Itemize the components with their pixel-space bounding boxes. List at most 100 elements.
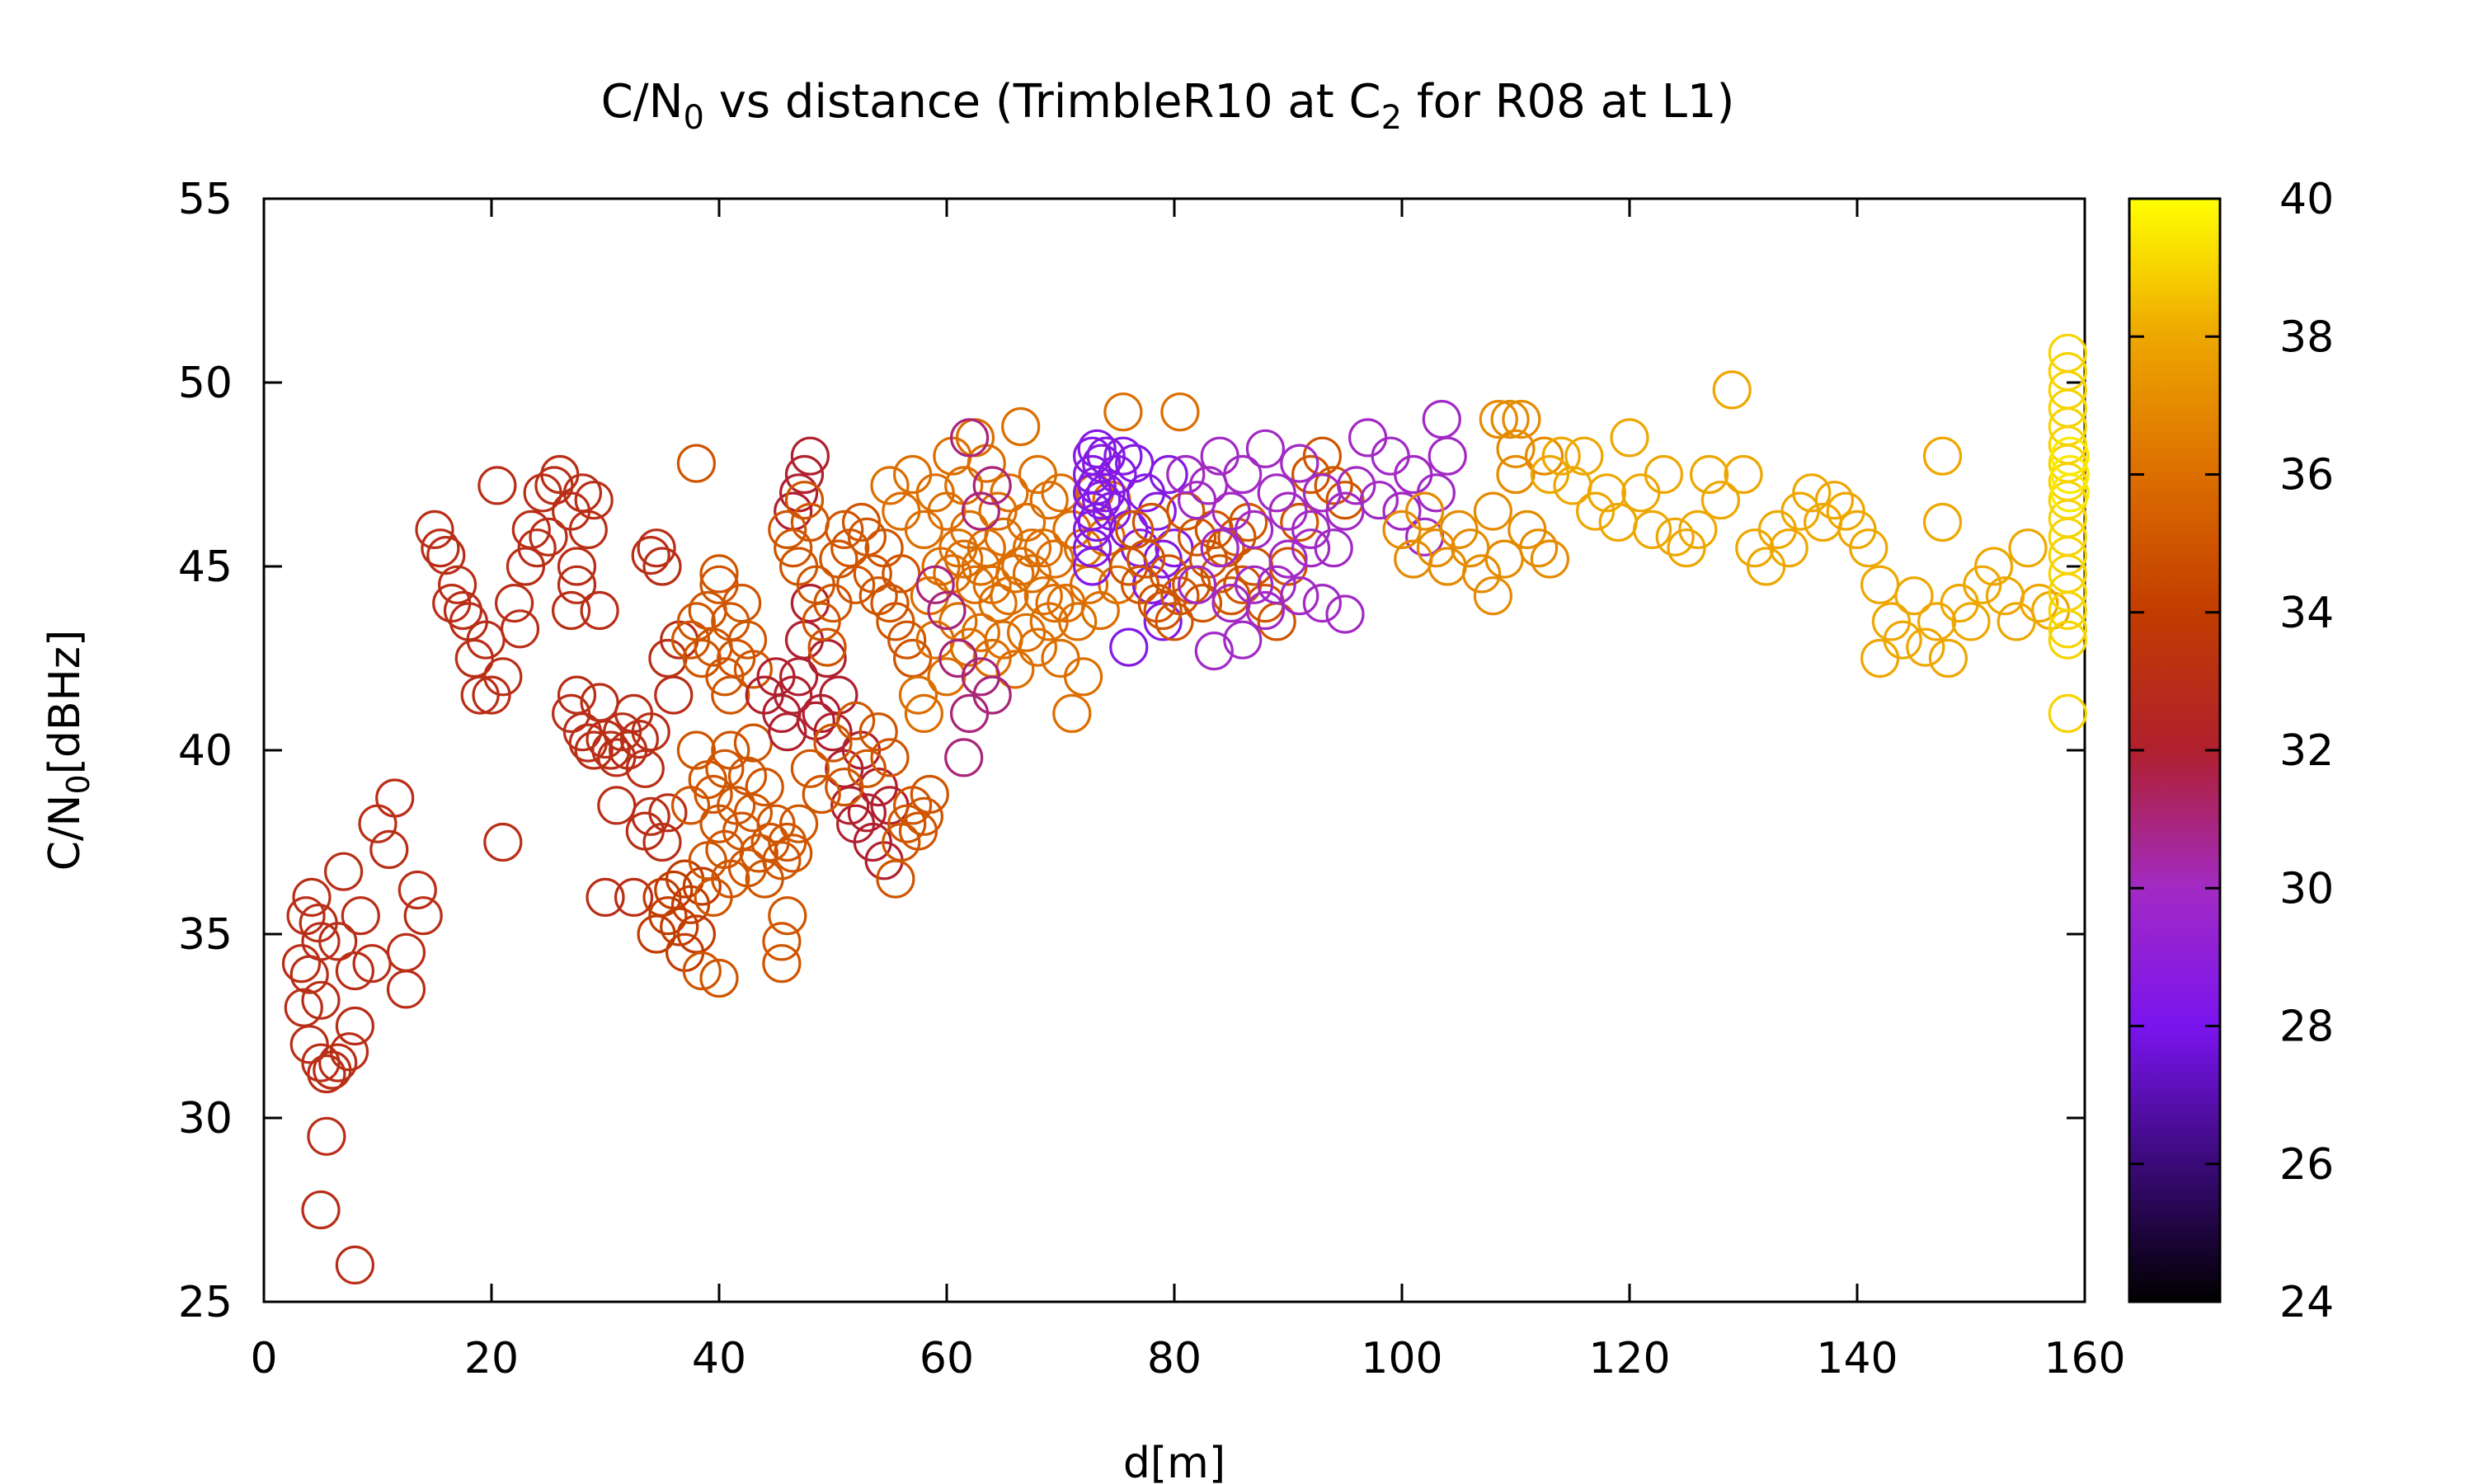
data-point (1860, 565, 1900, 604)
data-point (847, 793, 887, 833)
data-point (990, 576, 1029, 616)
data-point (551, 693, 591, 734)
data-point (705, 657, 745, 697)
data-point (1871, 602, 1911, 641)
data-point (1012, 554, 1052, 594)
data-point (500, 609, 540, 649)
data-point (2050, 473, 2090, 513)
colorbar-tick-labels: 24 26 28 30 32 34 36 38 40 (2279, 175, 2334, 1327)
data-point (642, 547, 682, 586)
data-point (1951, 602, 1991, 641)
data-point (915, 565, 955, 604)
data-point (762, 922, 802, 961)
data-point (1826, 491, 1865, 531)
data-point (1149, 554, 1188, 594)
data-point (1461, 554, 1502, 594)
data-point (307, 1116, 346, 1156)
data-point (676, 444, 717, 483)
data-point (1029, 481, 1069, 520)
data-point (1427, 436, 1467, 476)
data-point (1359, 481, 1399, 520)
x-tick-label: 160 (2044, 1334, 2125, 1383)
data-point (1325, 481, 1365, 520)
data-point (961, 657, 1001, 697)
data-point (927, 590, 967, 631)
data-point (876, 602, 915, 641)
data-point (642, 822, 682, 862)
data-point (1416, 473, 1456, 513)
data-point (887, 620, 927, 660)
data-point (1404, 491, 1445, 531)
data-point (762, 944, 802, 984)
data-point (807, 638, 847, 679)
data-point (301, 1190, 341, 1230)
data-point (329, 1032, 369, 1072)
data-point (1245, 590, 1286, 631)
data-point (670, 786, 711, 825)
data-point (1804, 502, 1843, 542)
data-points (281, 333, 2090, 1285)
data-point (1257, 473, 1296, 513)
data-point (807, 627, 847, 667)
data-point (1473, 576, 1513, 616)
data-point (1575, 491, 1616, 531)
data-point (978, 583, 1018, 623)
data-point (944, 738, 984, 777)
data-point (341, 896, 380, 936)
data-point (1234, 510, 1274, 550)
data-point (1063, 657, 1103, 697)
title-suffix: for R08 at L1) (1402, 75, 1734, 129)
data-point (768, 712, 807, 752)
data-point (421, 528, 460, 568)
data-point (750, 822, 790, 862)
data-point (870, 738, 910, 777)
data-point (1234, 565, 1274, 604)
data-point (711, 675, 750, 715)
data-point (386, 970, 426, 1009)
data-point (292, 877, 332, 918)
x-tick-labels: 0 20 40 60 80 100 120 140 160 (250, 1334, 2125, 1383)
data-point (1072, 528, 1112, 568)
data-point (557, 565, 597, 604)
data-point (727, 620, 768, 660)
data-point (586, 877, 625, 918)
colorbar-tick-label: 30 (2279, 864, 2334, 913)
data-point (631, 796, 670, 836)
data-point (1023, 528, 1063, 568)
data-point (1160, 392, 1200, 432)
data-point (557, 675, 597, 715)
data-point (375, 778, 415, 818)
data-point (1422, 400, 1461, 439)
data-point (825, 510, 864, 550)
data-point (1314, 466, 1353, 505)
data-point (631, 535, 670, 575)
data-point (1496, 454, 1536, 495)
data-point (591, 730, 631, 770)
data-point (949, 418, 990, 458)
data-point (784, 481, 825, 520)
data-point (1530, 539, 1570, 579)
data-point (1177, 565, 1217, 604)
data-point (722, 583, 762, 623)
data-point (768, 510, 807, 550)
data-point (284, 988, 323, 1027)
data-point (1655, 517, 1695, 556)
ylabel-suffix: [dBHz] (40, 630, 90, 775)
data-point (1166, 454, 1206, 495)
tick-marks (262, 197, 2086, 1303)
data-point (1291, 528, 1331, 568)
data-point (1115, 510, 1155, 550)
data-point (1200, 436, 1239, 476)
data-point (1223, 454, 1263, 495)
data-point (1155, 602, 1194, 641)
data-point (1700, 481, 1740, 520)
data-point (699, 554, 739, 594)
colorbar-tick-label: 38 (2279, 312, 2334, 362)
y-tick-label: 45 (178, 542, 233, 592)
data-point (1314, 528, 1353, 568)
data-point (778, 804, 819, 843)
x-tick-label: 120 (1588, 1334, 1670, 1383)
data-point (1883, 620, 1922, 660)
data-point (1245, 429, 1286, 468)
data-point (562, 473, 603, 513)
